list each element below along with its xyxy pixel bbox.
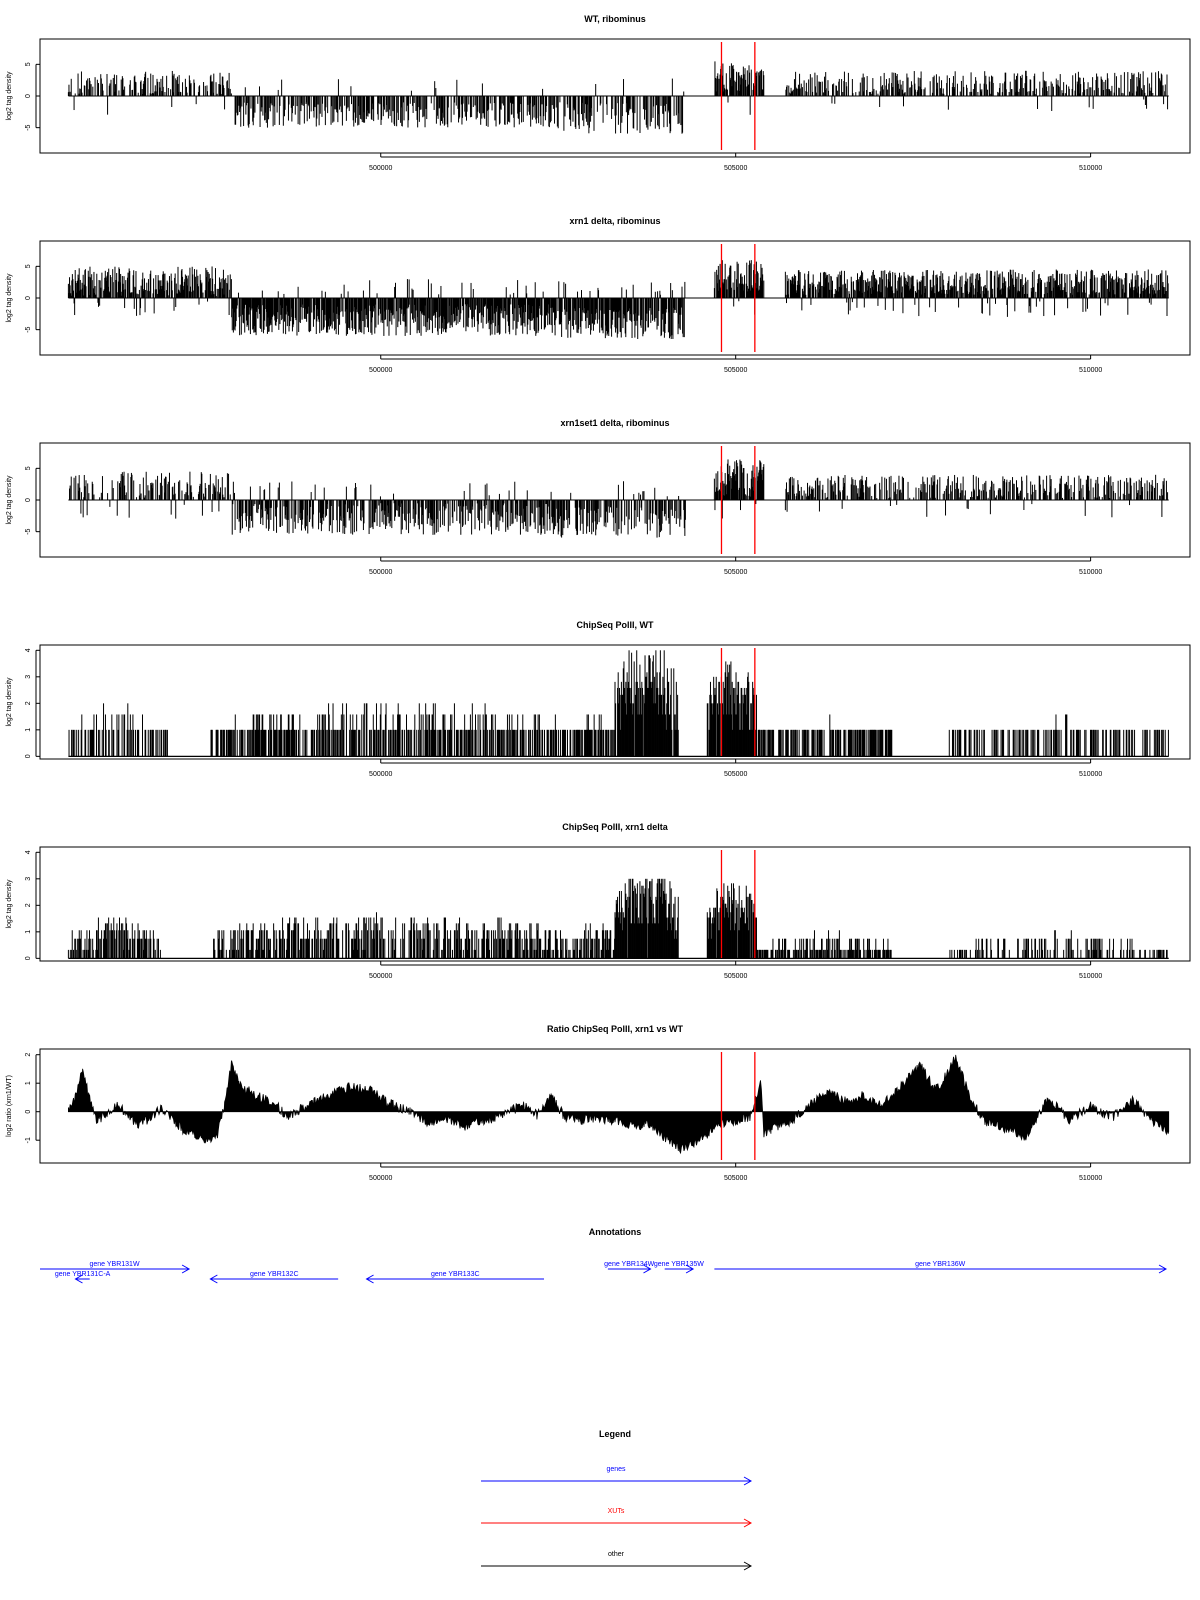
y-axis-label: log2 tag density: [6, 475, 13, 525]
plot-frame: [39, 644, 1191, 760]
plot-panel-2: xrn1 delta, ribominus -5 0 5 log2 tag densit…: [6, 216, 1191, 374]
y-tick-label: 2: [25, 701, 32, 705]
y-tick-label: 3: [25, 675, 32, 679]
y-tick-label: 1: [25, 728, 32, 732]
x-tick-label: 505000: [724, 165, 747, 172]
panel-title: WT, ribominus: [584, 14, 646, 24]
x-tick-label: 500000: [369, 771, 392, 778]
y-tick-label: 0: [25, 498, 32, 502]
panel-title: ChipSeq PolII, xrn1 delta: [562, 822, 669, 832]
y-tick-label: 0: [25, 94, 32, 98]
data-marks: [67, 61, 1169, 134]
x-tick-label: 505000: [724, 367, 747, 374]
x-tick-label: 500000: [369, 569, 392, 576]
panel-title: xrn1 delta, ribominus: [569, 216, 660, 226]
plot-panel-1: WT, ribominus -5 0 5 log2 tag density 500000 5…: [6, 14, 1191, 172]
y-tick-label: -5: [25, 124, 32, 130]
panel-title: xrn1set1 delta, ribominus: [560, 418, 669, 428]
x-tick-label: 505000: [724, 569, 747, 576]
x-tick-label: 510000: [1079, 569, 1102, 576]
x-tick-label: 510000: [1079, 165, 1102, 172]
y-axis-label: log2 tag density: [6, 71, 13, 121]
data-marks: [67, 878, 1169, 959]
x-tick-label: 510000: [1079, 771, 1102, 778]
y-tick-label: 5: [25, 62, 32, 66]
y-tick-label: 4: [25, 648, 32, 652]
y-tick-label: 0: [25, 296, 32, 300]
data-marks: [68, 459, 1169, 538]
panel-title: ChipSeq PolII, WT: [577, 620, 654, 630]
y-tick-label: -5: [25, 326, 32, 332]
plot-panel-3: xrn1set1 delta, ribominus -5 0 5 log2 tag de…: [6, 418, 1191, 576]
x-tick-label: 505000: [724, 771, 747, 778]
x-tick-label: 500000: [369, 367, 392, 374]
y-tick-label: -5: [25, 528, 32, 534]
y-axis-label: log2 tag density: [6, 273, 13, 323]
x-tick-label: 510000: [1079, 367, 1102, 374]
y-tick-label: 0: [25, 754, 32, 758]
y-tick-label: 5: [25, 466, 32, 470]
x-tick-label: 500000: [369, 165, 392, 172]
y-tick-label: 5: [25, 264, 32, 268]
plot-panel-4: ChipSeq PolII, WT 0 1 2 3 4 log2 tag density 50…: [6, 620, 1191, 778]
data-marks: [68, 650, 1169, 757]
data-marks: [67, 260, 1169, 339]
y-axis-label: log2 tag density: [6, 677, 13, 727]
